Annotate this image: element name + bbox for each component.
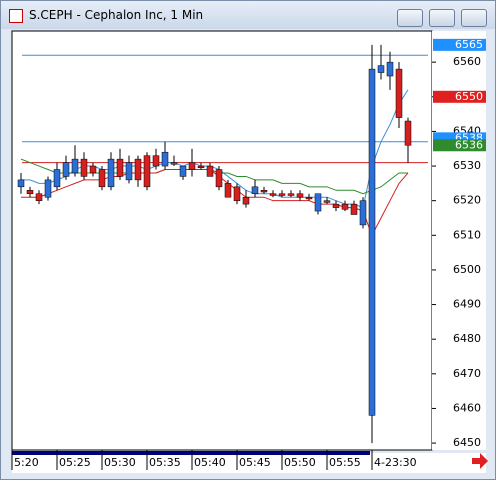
candle-body [26, 190, 34, 195]
candle-body [116, 158, 124, 177]
candle-body [215, 169, 223, 188]
candle-body [35, 193, 43, 201]
candle-body [89, 165, 97, 174]
y-tick-label: 6450 [453, 436, 481, 449]
candle-body [143, 155, 151, 188]
candle-body [188, 162, 196, 170]
x-tick-label: 05:50 [284, 456, 316, 469]
candle-body [305, 196, 313, 200]
x-tick-label: 05:55 [329, 456, 361, 469]
price-marker-label: 6565 [455, 38, 483, 51]
candle-body [62, 162, 70, 177]
price-marker-label: 6550 [455, 90, 483, 103]
candle-body [386, 61, 394, 77]
candle-body [179, 165, 187, 177]
candle-body [98, 169, 106, 188]
y-tick-label: 6560 [453, 55, 481, 68]
candle-body [296, 193, 304, 198]
candle-body [260, 190, 268, 193]
candle-body [161, 151, 169, 167]
candle-body [206, 165, 214, 177]
x-tick-label: 05:45 [239, 456, 271, 469]
x-tick-label: 05:40 [194, 456, 226, 469]
x-tick-label: 5:20 [14, 456, 39, 469]
y-tick-label: 6510 [453, 228, 481, 241]
app-icon [9, 9, 23, 23]
x-tick-label: 4-23:30 [374, 456, 417, 469]
candle-body [44, 179, 52, 198]
candle-body [224, 183, 232, 198]
candle-body [332, 203, 340, 208]
scroll-arrow[interactable] [472, 453, 488, 469]
maximize-button[interactable] [429, 9, 455, 27]
candle-body [17, 179, 25, 188]
x-tick-label: 05:25 [59, 456, 91, 469]
candle-body [107, 158, 115, 188]
candle-body [341, 203, 349, 210]
candle-body [368, 68, 376, 416]
minimize-button[interactable] [397, 9, 423, 27]
title-bar: S.CEPH - Cephalon Inc, 1 Min [1, 1, 495, 29]
candle-body [251, 186, 259, 195]
y-tick-label: 6470 [453, 367, 481, 380]
candle-body [377, 65, 385, 73]
x-tick-label: 05:35 [149, 456, 181, 469]
candle-body [350, 203, 358, 215]
candle-body [125, 162, 133, 181]
candle-body [278, 193, 286, 196]
candle-body [170, 162, 178, 165]
candle-body [359, 200, 367, 226]
y-tick-label: 6460 [453, 401, 481, 414]
y-tick-label: 6500 [453, 263, 481, 276]
candle-body [404, 120, 412, 146]
candle-body [269, 193, 277, 196]
candle-body [53, 169, 61, 188]
candle-body [287, 193, 295, 196]
candle-body [71, 158, 79, 174]
price-marker [433, 38, 486, 51]
y-tick-label: 6480 [453, 332, 481, 345]
candle-body [197, 165, 205, 169]
x-tick-label: 05:30 [104, 456, 136, 469]
candle-body [80, 158, 88, 177]
candle-body [242, 196, 250, 205]
price-marker-label: 6536 [455, 138, 483, 151]
candle-body [323, 200, 331, 203]
y-tick-label: 6520 [453, 194, 481, 207]
y-tick-label: 6490 [453, 298, 481, 311]
candle-body [152, 155, 160, 167]
candle-body [395, 68, 403, 118]
window-title: S.CEPH - Cephalon Inc, 1 Min [29, 8, 204, 22]
candle-body [314, 193, 322, 212]
close-button[interactable] [461, 9, 487, 27]
candle-body [233, 186, 241, 201]
y-tick-label: 6530 [453, 159, 481, 172]
scroll-bar[interactable] [12, 451, 370, 455]
price-marker [433, 90, 486, 103]
time-axis [12, 453, 486, 473]
price-marker [433, 139, 486, 152]
candle-body [134, 158, 142, 181]
